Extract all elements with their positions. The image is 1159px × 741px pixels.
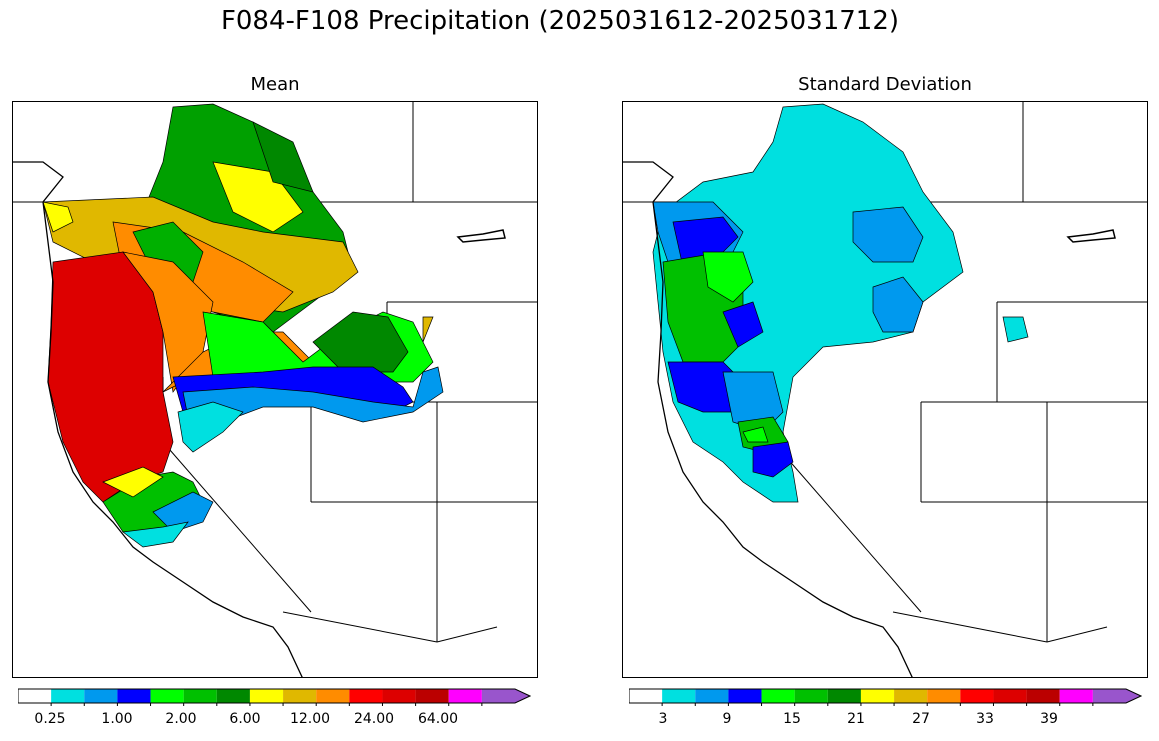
stddev-colorbar-segment xyxy=(960,689,994,703)
mean-tick-label: 64.00 xyxy=(417,711,459,727)
stddev-colorbar-segment xyxy=(1059,689,1093,703)
mean-colorbar-segment xyxy=(481,689,530,703)
mean-map xyxy=(12,101,538,678)
stddev-colorbar-segment xyxy=(629,689,663,703)
stddev-colorbar-segment xyxy=(794,689,828,703)
mean-colorbar-segment xyxy=(183,689,217,703)
stddev-colorbar-segment xyxy=(728,689,762,703)
mean-tick-label: 6.00 xyxy=(229,711,261,727)
stddev-colorbar-segment xyxy=(927,689,961,703)
stddev-colorbar-segment xyxy=(894,689,928,703)
stddev-colorbar-segment xyxy=(827,689,861,703)
mean-tick-label: 1.00 xyxy=(101,711,133,727)
mean-colorbar-segment xyxy=(415,689,449,703)
stddev-tick-label: 27 xyxy=(912,711,930,727)
stddev-colorbar-segment xyxy=(662,689,696,703)
stddev-colorbar-segment xyxy=(1092,689,1141,703)
stddev-map-drawing xyxy=(623,102,1147,677)
stddev-tick-label: 15 xyxy=(783,711,801,727)
mean-tick-label: 0.25 xyxy=(34,711,66,727)
stddev-map xyxy=(622,101,1148,678)
mean-colorbar-segment xyxy=(117,689,151,703)
stddev-tick-label: 39 xyxy=(1040,711,1058,727)
mean-tick-label: 12.00 xyxy=(289,711,331,727)
mean-panel-title: Mean xyxy=(250,74,300,95)
mean-map-drawing xyxy=(13,102,537,677)
mean-colorbar-segment xyxy=(150,689,184,703)
stddev-tick-label: 9 xyxy=(722,711,732,727)
mean-colorbar-segment xyxy=(18,689,52,703)
mean-colorbar-segment xyxy=(249,689,284,703)
stddev-colorbar xyxy=(629,688,1142,706)
mean-colorbar-segment xyxy=(448,689,482,703)
figure-title: F084-F108 Precipitation (2025031612-2025… xyxy=(220,6,900,36)
stddev-colorbar-segment xyxy=(761,689,795,703)
stddev-colorbar-outline xyxy=(629,688,1142,704)
mean-colorbar-segment xyxy=(216,689,250,703)
mean-tick-label: 2.00 xyxy=(165,711,197,727)
stddev-tick-label: 33 xyxy=(976,711,994,727)
stddev-colorbar-labels: 3 9 15 21 27 33 39 xyxy=(629,711,1142,731)
stddev-tick-label: 21 xyxy=(847,711,865,727)
mean-colorbar-segment xyxy=(84,689,118,703)
stddev-tick-label: 3 xyxy=(658,711,668,727)
mean-tick-label: 24.00 xyxy=(353,711,395,727)
stddev-colorbar-segment xyxy=(695,689,729,703)
stddev-colorbar-segment xyxy=(860,689,895,703)
mean-colorbar-segment xyxy=(349,689,383,703)
mean-colorbar xyxy=(18,688,531,706)
mean-colorbar-segment xyxy=(283,689,317,703)
stddev-colorbar-segment xyxy=(1026,689,1060,703)
mean-colorbar-segment xyxy=(316,689,350,703)
mean-colorbar-labels: 0.25 1.00 2.00 6.00 12.00 24.00 64.00 xyxy=(18,711,531,731)
stddev-panel-title: Standard Deviation xyxy=(798,74,972,95)
mean-colorbar-outline xyxy=(18,688,531,704)
mean-colorbar-segment xyxy=(51,689,85,703)
stddev-colorbar-segment xyxy=(993,689,1027,703)
mean-colorbar-segment xyxy=(382,689,416,703)
